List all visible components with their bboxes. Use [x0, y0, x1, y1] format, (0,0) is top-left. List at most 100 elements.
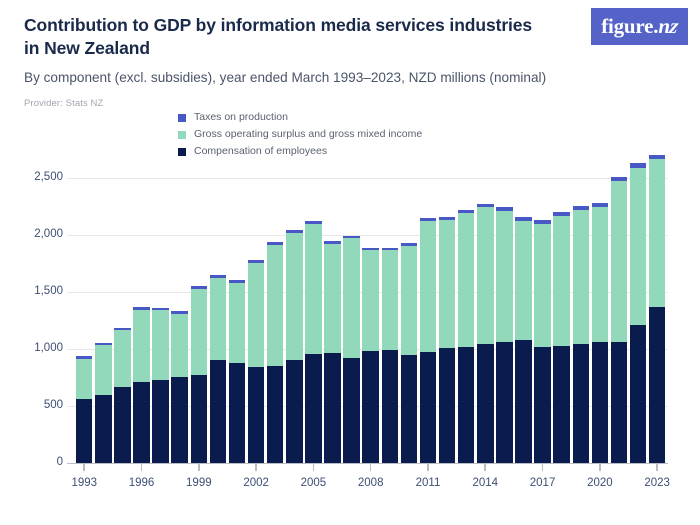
bar-segment [629, 325, 647, 463]
bar-segment [324, 353, 341, 463]
legend-item[interactable]: Compensation of employees [178, 144, 422, 159]
bar-column[interactable] [438, 216, 456, 463]
bar-column[interactable] [477, 204, 494, 463]
bar-column[interactable] [591, 203, 609, 463]
provider-label: Provider: Stats NZ [24, 97, 104, 109]
bar-segment [648, 154, 666, 160]
legend-item[interactable]: Taxes on production [178, 110, 422, 125]
bar-column[interactable] [515, 217, 532, 463]
legend-item[interactable]: Gross operating surplus and gross mixed … [178, 127, 422, 142]
bar-segment [247, 260, 265, 263]
bar-segment [438, 216, 456, 220]
bar-segment [209, 277, 227, 361]
bar-column[interactable] [553, 212, 570, 463]
bar-segment [515, 221, 532, 341]
bar-segment [610, 176, 628, 181]
bar-segment [114, 387, 131, 463]
bar-segment [343, 357, 360, 463]
bar-column[interactable] [324, 241, 341, 463]
bar-segment [477, 207, 494, 345]
bar-segment [438, 348, 456, 463]
bar-segment [247, 262, 265, 367]
bar-segment [572, 205, 589, 210]
bar-segment [171, 376, 188, 463]
bar-segment [266, 245, 284, 366]
bar-column[interactable] [648, 154, 666, 463]
figurenz-logo[interactable]: figure.nz [591, 8, 688, 45]
bar-column[interactable] [610, 176, 628, 463]
bar-segment [114, 330, 131, 388]
bar-segment [496, 210, 513, 343]
bar-column[interactable] [209, 274, 227, 463]
bar-segment [610, 342, 628, 463]
page-title: Contribution to GDP by information media… [24, 15, 533, 59]
bar-column[interactable] [286, 230, 303, 463]
bar-column[interactable] [228, 280, 246, 463]
bar-column[interactable] [171, 310, 188, 463]
bar-column[interactable] [629, 163, 647, 463]
bar-column[interactable] [114, 327, 131, 463]
bar-segment [95, 345, 112, 395]
bar-segment [457, 209, 475, 213]
bar-segment [457, 347, 475, 463]
bar-segment [228, 282, 246, 363]
bar-column[interactable] [152, 307, 169, 463]
legend-swatch-icon [178, 113, 186, 122]
bar-segment [629, 167, 647, 326]
bar-column[interactable] [343, 235, 360, 463]
bar-segment [553, 212, 570, 217]
bar-segment [400, 354, 418, 463]
bar-segment [305, 354, 322, 463]
bar-column[interactable] [305, 221, 322, 463]
bar-segment [400, 243, 418, 246]
bar-column[interactable] [95, 342, 112, 463]
bar-segment [534, 224, 551, 348]
bar-column[interactable] [247, 260, 265, 463]
bar-segment [76, 358, 93, 399]
bar-segment [419, 352, 437, 463]
bar-segment [209, 274, 227, 278]
bar-column[interactable] [76, 356, 93, 463]
bar-segment [591, 207, 609, 343]
bar-segment [438, 219, 456, 349]
bar-segment [152, 307, 169, 311]
bar-segment [266, 242, 284, 246]
bar-segment [457, 212, 475, 348]
bar-segment [228, 280, 246, 283]
bar-segment [152, 310, 169, 381]
bar-segment [114, 327, 131, 331]
bar-column[interactable] [362, 247, 379, 463]
chart-subtitle: By component (excl. subsidies), year end… [24, 70, 547, 86]
bar-segment [324, 244, 341, 353]
bar-column[interactable] [457, 209, 475, 463]
logo-text: figure.nz [601, 14, 681, 38]
bar-segment [496, 206, 513, 211]
bar-column[interactable] [400, 243, 418, 463]
bar-segment [572, 344, 589, 463]
chart-legend: Taxes on production Gross operating surpl… [178, 110, 422, 161]
bar-column[interactable] [381, 247, 399, 463]
bar-segment [171, 310, 188, 314]
bar-column[interactable] [190, 286, 208, 463]
bar-column[interactable] [534, 220, 551, 463]
bar-segment [362, 247, 379, 251]
bar-column[interactable] [133, 307, 150, 463]
bar-segment [515, 340, 532, 463]
bar-segment [534, 220, 551, 225]
bar-column[interactable] [419, 217, 437, 463]
bar-segment [190, 286, 208, 290]
bar-segment [381, 349, 399, 463]
bar-segment [76, 398, 93, 463]
bar-segment [419, 217, 437, 221]
bar-segment [534, 347, 551, 463]
bar-column[interactable] [572, 205, 589, 463]
bar-segment [324, 241, 341, 245]
bar-column[interactable] [266, 242, 284, 463]
bar-segment [648, 159, 666, 308]
bar-column[interactable] [496, 206, 513, 463]
bar-segment [496, 342, 513, 463]
bar-segment [305, 221, 322, 225]
bar-segment [228, 362, 246, 463]
bar-segment [95, 394, 112, 463]
